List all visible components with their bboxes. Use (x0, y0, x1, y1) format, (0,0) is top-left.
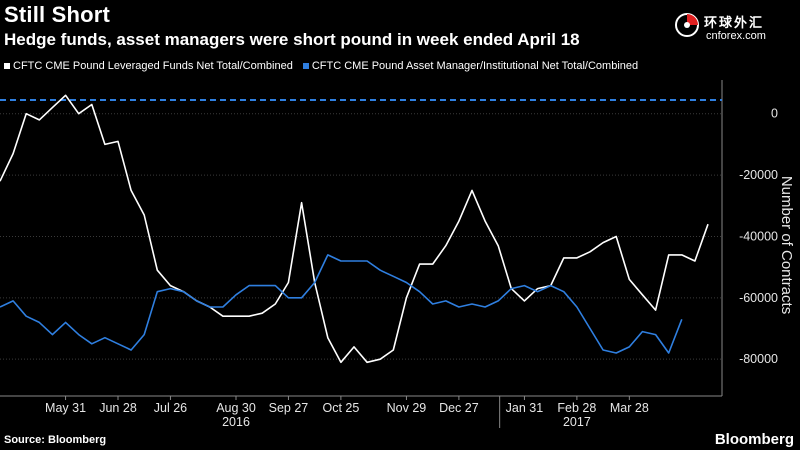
legend-swatch-white (4, 63, 10, 69)
y-tick-label: 0 (771, 107, 778, 121)
legend: CFTC CME Pound Leveraged Funds Net Total… (4, 60, 638, 72)
cnforex-logo: 环球外汇 cnforex.com (674, 8, 792, 46)
legend-swatch-blue (302, 63, 309, 69)
year-label: 2016 (222, 415, 250, 429)
x-tick-label: Jul 26 (154, 401, 187, 415)
y-tick-label: -40000 (739, 229, 778, 243)
x-tick-label: Oct 25 (322, 401, 359, 415)
series-line-leveraged-funds (0, 94, 709, 364)
x-tick-label: Jun 28 (99, 401, 137, 415)
x-tick-label: Jan 31 (506, 401, 544, 415)
x-tick-label: Dec 27 (439, 401, 479, 415)
logo-mark-icon (675, 13, 699, 37)
legend-label-asset-manager: CFTC CME Pound Asset Manager/Institution… (311, 60, 639, 72)
x-tick-label: May 31 (45, 401, 86, 415)
bloomberg-brand: Bloomberg (714, 431, 794, 448)
x-tick-label: Sep 27 (269, 401, 309, 415)
y-tick-label: -20000 (739, 168, 778, 182)
chart-subtitle: Hedge funds, asset managers were short p… (4, 30, 580, 49)
series-line-asset-manager (0, 254, 683, 354)
source-note: Source: Bloomberg (4, 434, 107, 446)
year-label: 2017 (563, 415, 591, 429)
y-axis-title: Number of Contracts (778, 176, 795, 314)
chart-title: Still Short (4, 2, 111, 27)
x-tick-label: Feb 28 (557, 401, 596, 415)
x-tick-label: Mar 28 (610, 401, 649, 415)
y-tick-label: -80000 (739, 352, 778, 366)
y-tick-label: -60000 (739, 291, 778, 305)
legend-item-leveraged-funds: CFTC CME Pound Leveraged Funds Net Total… (4, 60, 293, 72)
x-tick-label: Nov 29 (387, 401, 427, 415)
x-tick-label: Aug 30 (216, 401, 256, 415)
legend-item-asset-manager: CFTC CME Pound Asset Manager/Institution… (302, 60, 639, 72)
legend-label-leveraged-funds: CFTC CME Pound Leveraged Funds Net Total… (13, 60, 293, 72)
logo-text-cn: 环球外汇 (704, 15, 765, 30)
logo-text-en: cnforex.com (706, 30, 766, 42)
